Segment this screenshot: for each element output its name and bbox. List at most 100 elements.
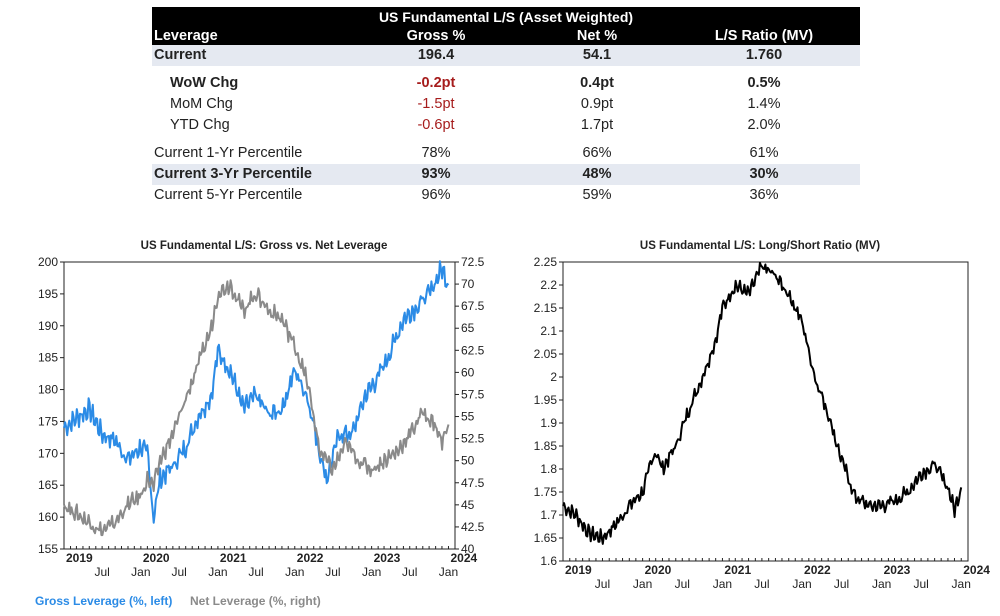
row-net: 0.4pt: [580, 75, 614, 91]
row-gross: 78%: [421, 145, 451, 161]
row-label: YTD Chg: [170, 117, 230, 133]
gross-net-xtick-label: Jan: [208, 565, 227, 579]
row-net: 59%: [582, 187, 612, 203]
row-gross: 96%: [421, 187, 451, 203]
ls-ratio-xtick-label: Jul: [675, 577, 690, 591]
ls-ratio-ytick-label: 1.7: [540, 508, 557, 522]
legend-gross: Gross Leverage (%, left): [35, 594, 172, 608]
ls-ratio-ytick-label: 1.9: [540, 416, 557, 430]
header-leverage: Leverage: [154, 28, 218, 44]
gross-net-xtick-label: Jul: [94, 565, 109, 579]
ls-ratio-ytick-label: 2.15: [534, 301, 558, 315]
stats-table: US Fundamental L/S (Asset Weighted) Leve…: [152, 7, 860, 206]
row-net: 54.1: [582, 47, 612, 63]
gross-net-xtick-label: Jul: [325, 565, 340, 579]
row-net: 48%: [582, 166, 612, 182]
ls-ratio-xtick-label: Jul: [913, 577, 928, 591]
gross-net-ytick-label: 185: [38, 351, 58, 365]
gross-net-ytick-label: 180: [38, 383, 58, 397]
row-gross: -1.5pt: [417, 96, 455, 112]
gross-net-ytick-label: 195: [38, 287, 58, 301]
ls-ratio-xtick-label: Jul: [595, 577, 610, 591]
table-row-current: Current 196.4 54.1 1.760: [152, 45, 860, 66]
header-gross: Gross %: [406, 28, 466, 44]
ls-ratio-xtick-label: Jan: [633, 577, 652, 591]
gross-net-ytick-label: 165: [38, 478, 58, 492]
row-label: Current 1-Yr Percentile: [154, 145, 303, 161]
ls-ratio-xtick-label: Jul: [834, 577, 849, 591]
legend-net: Net Leverage (%, right): [190, 594, 321, 608]
ls-ratio-ytick-label: 1.65: [534, 531, 558, 545]
ls-ratio-xtick-label: Jan: [872, 577, 891, 591]
row-ratio: 2.0%: [747, 117, 781, 133]
ls-ratio-year-label: 2024: [963, 563, 990, 577]
ls-ratio-plot-frame: [562, 261, 969, 562]
gross-net-plot-frame: [63, 261, 456, 550]
gross-net-year-label: 2024: [450, 551, 477, 565]
table-row-wow: WoW Chg -0.2pt 0.4pt 0.5%: [152, 73, 860, 94]
gross-net-year-label: 2023: [374, 551, 401, 565]
row-gross: -0.2pt: [416, 75, 456, 91]
table-header-row: Leverage Gross % Net % L/S Ratio (MV): [152, 27, 860, 45]
ls-ratio-xtick-label: Jan: [792, 577, 811, 591]
ls-ratio-ytick-label: 2.05: [534, 347, 558, 361]
ls-ratio-xtick-label: Jul: [754, 577, 769, 591]
ls-ratio-year-label: 2021: [724, 563, 751, 577]
gross-net-xtick-label: Jan: [439, 565, 458, 579]
gross-net-y2tick-label: 45: [461, 498, 475, 512]
row-label: MoM Chg: [170, 96, 233, 112]
ls-ratio-ytick-label: 1.75: [534, 485, 558, 499]
ls-ratio-ytick-label: 2: [550, 370, 557, 384]
table-title: US Fundamental L/S (Asset Weighted): [152, 7, 860, 27]
gross-net-ytick-label: 160: [38, 510, 58, 524]
gross-net-series-line-primary: [63, 260, 450, 524]
gross-net-y2tick-label: 47.5: [461, 476, 485, 490]
gross-net-year-label: 2020: [143, 551, 170, 565]
row-ratio: 0.5%: [747, 75, 781, 91]
gross-net-y2tick-label: 72.5: [461, 255, 485, 269]
row-label: Current 3-Yr Percentile: [154, 166, 312, 182]
ls-ratio-ytick-label: 2.25: [534, 255, 558, 269]
gross-net-year-label: 2021: [220, 551, 247, 565]
gross-net-y2tick-label: 60: [461, 365, 475, 379]
table-row-5yr: Current 5-Yr Percentile 96% 59% 36%: [152, 185, 860, 206]
table-row-mom: MoM Chg -1.5pt 0.9pt 1.4%: [152, 94, 860, 115]
gross-net-y2tick-label: 50: [461, 454, 475, 468]
gross-net-y2tick-label: 55: [461, 410, 475, 424]
ls-ratio-ytick-label: 1.85: [534, 439, 558, 453]
ls-ratio-ytick-label: 1.95: [534, 393, 558, 407]
table-row-ytd: YTD Chg -0.6pt 1.7pt 2.0%: [152, 115, 860, 136]
row-label: Current: [154, 47, 207, 63]
row-ratio: 30%: [749, 166, 779, 182]
gross-net-xtick-label: Jul: [248, 565, 263, 579]
gross-net-y2tick-label: 67.5: [461, 299, 485, 313]
row-net: 66%: [582, 145, 612, 161]
gross-net-ytick-label: 190: [38, 319, 58, 333]
row-ratio: 1.760: [745, 47, 783, 63]
gross-net-xtick-label: Jul: [172, 565, 187, 579]
table-row-1yr: Current 1-Yr Percentile 78% 66% 61%: [152, 143, 860, 164]
row-label: WoW Chg: [170, 75, 239, 91]
row-ratio: 36%: [749, 187, 779, 203]
ls-ratio-ytick-label: 2.1: [540, 324, 557, 338]
ls-ratio-xtick-label: Jan: [713, 577, 732, 591]
gross-net-y2tick-label: 57.5: [461, 387, 485, 401]
row-ratio: 1.4%: [747, 96, 781, 112]
ls-ratio-year-label: 2019: [565, 563, 592, 577]
gross-net-year-label: 2022: [297, 551, 324, 565]
row-gross: 93%: [421, 166, 451, 182]
header-net: Net %: [576, 28, 618, 44]
gross-net-y2tick-label: 65: [461, 321, 475, 335]
gross-net-xtick-label: Jan: [285, 565, 304, 579]
ls-ratio-chart-title: US Fundamental L/S: Long/Short Ratio (MV…: [640, 240, 880, 252]
row-net: 1.7pt: [580, 117, 614, 133]
gross-net-y2tick-label: 62.5: [461, 343, 485, 357]
gross-net-year-label: 2019: [66, 551, 93, 565]
ls-ratio-year-label: 2023: [884, 563, 911, 577]
ls-ratio-year-label: 2020: [645, 563, 672, 577]
gross-net-ytick-label: 155: [38, 542, 58, 556]
gross-net-xtick-label: Jul: [402, 565, 417, 579]
ls-ratio-year-label: 2022: [804, 563, 831, 577]
header-ratio: L/S Ratio (MV): [714, 28, 814, 44]
gross-net-y2tick-label: 70: [461, 277, 475, 291]
